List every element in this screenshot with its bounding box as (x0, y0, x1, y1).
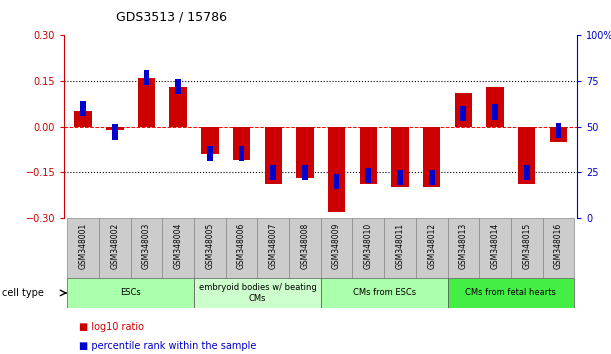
Bar (67, 218, 99, 278)
Bar (328, 127, 345, 212)
Bar (492, 104, 498, 120)
Bar (429, 170, 434, 185)
Bar (555, 122, 562, 138)
Bar (80, 101, 86, 116)
Bar (511, 218, 543, 278)
Text: GSM348014: GSM348014 (491, 223, 500, 269)
Text: ESCs: ESCs (120, 289, 141, 297)
Bar (447, 278, 574, 308)
Bar (543, 218, 574, 278)
Text: GSM348016: GSM348016 (554, 223, 563, 269)
Text: ■ percentile rank within the sample: ■ percentile rank within the sample (79, 341, 257, 351)
Bar (447, 218, 479, 278)
Text: cell type: cell type (2, 288, 44, 298)
Text: GSM348003: GSM348003 (142, 223, 151, 269)
Bar (321, 278, 447, 308)
Bar (479, 218, 511, 278)
Text: GSM348009: GSM348009 (332, 223, 341, 269)
Text: GSM348001: GSM348001 (79, 223, 87, 269)
Bar (302, 165, 308, 180)
Text: GSM348008: GSM348008 (301, 223, 309, 269)
Bar (265, 127, 282, 184)
Text: CMs from ESCs: CMs from ESCs (353, 289, 415, 297)
Bar (524, 165, 530, 180)
Bar (233, 127, 251, 160)
Text: GSM348006: GSM348006 (237, 223, 246, 269)
Text: CMs from fetal hearts: CMs from fetal hearts (466, 289, 556, 297)
Bar (397, 170, 403, 185)
Bar (391, 127, 409, 187)
Bar (486, 87, 503, 127)
Bar (163, 218, 194, 278)
Bar (257, 218, 289, 278)
Text: GSM348013: GSM348013 (459, 223, 468, 269)
Text: GSM348002: GSM348002 (111, 223, 119, 269)
Bar (175, 79, 181, 94)
Text: GSM348007: GSM348007 (269, 223, 278, 269)
Text: GSM348005: GSM348005 (205, 223, 214, 269)
Bar (106, 127, 123, 130)
Bar (131, 218, 163, 278)
Bar (99, 218, 131, 278)
Bar (112, 124, 118, 139)
Text: GSM348015: GSM348015 (522, 223, 531, 269)
Bar (75, 112, 92, 127)
Bar (455, 93, 472, 127)
Bar (194, 278, 321, 308)
Bar (239, 146, 244, 161)
Bar (321, 218, 353, 278)
Text: ■ log10 ratio: ■ log10 ratio (79, 322, 144, 332)
Bar (144, 70, 149, 85)
Bar (296, 127, 313, 178)
Bar (67, 278, 194, 308)
Text: GSM348010: GSM348010 (364, 223, 373, 269)
Bar (353, 218, 384, 278)
Bar (169, 87, 187, 127)
Text: embryoid bodies w/ beating
CMs: embryoid bodies w/ beating CMs (199, 283, 316, 303)
Bar (518, 127, 535, 184)
Bar (461, 106, 466, 121)
Bar (138, 78, 155, 127)
Bar (423, 127, 441, 187)
Text: GSM348011: GSM348011 (395, 223, 404, 269)
Bar (360, 127, 377, 184)
Bar (271, 165, 276, 180)
Bar (201, 127, 219, 154)
Bar (225, 218, 257, 278)
Bar (289, 218, 321, 278)
Bar (207, 146, 213, 161)
Bar (194, 218, 225, 278)
Text: GSM348004: GSM348004 (174, 223, 183, 269)
Text: GDS3513 / 15786: GDS3513 / 15786 (116, 11, 227, 24)
Text: GSM348012: GSM348012 (427, 223, 436, 269)
Bar (416, 218, 447, 278)
Bar (334, 174, 340, 189)
Bar (384, 218, 416, 278)
Bar (550, 127, 567, 142)
Bar (365, 168, 371, 183)
